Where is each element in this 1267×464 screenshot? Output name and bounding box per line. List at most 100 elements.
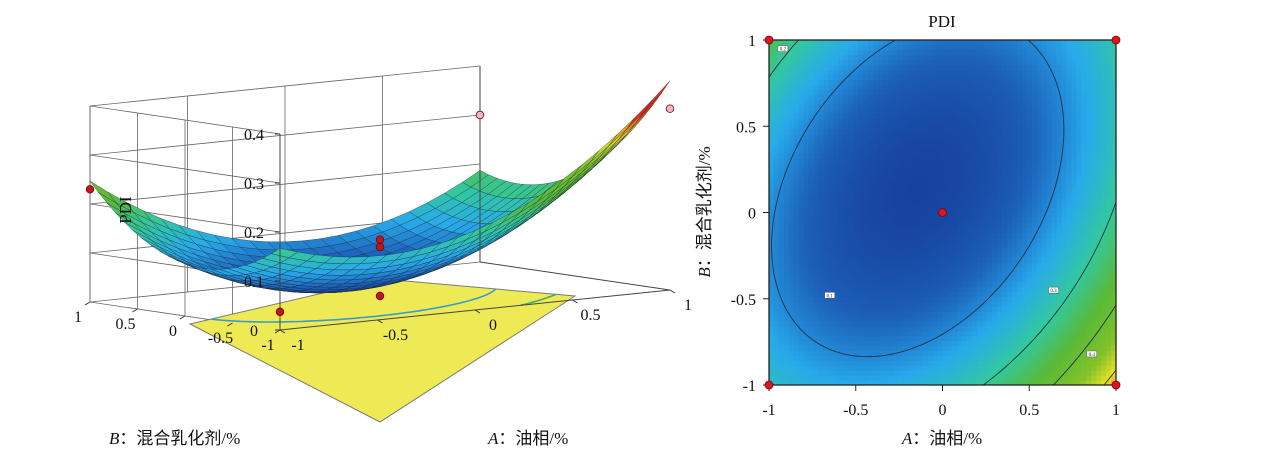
- heat-cell: [883, 340, 889, 347]
- heat-cell: [798, 261, 805, 268]
- heat-cell: [892, 311, 899, 317]
- heat-cell: [1026, 109, 1033, 115]
- heat-cell: [1011, 256, 1018, 263]
- heat-cell: [773, 227, 780, 233]
- heat-cell: [788, 271, 795, 278]
- heat-cell: [1061, 163, 1068, 169]
- heat-cell: [798, 187, 805, 194]
- heat-cell: [878, 79, 884, 85]
- heat-cell: [972, 49, 978, 56]
- heat-cell: [912, 380, 919, 385]
- heat-cell: [838, 380, 844, 385]
- heat-cell: [897, 222, 904, 228]
- heat-cell: [1056, 325, 1063, 332]
- heat-cell: [887, 59, 894, 66]
- heat-cell: [858, 237, 864, 243]
- heat-cell: [892, 89, 899, 95]
- heat-cell: [1056, 286, 1063, 292]
- heat-cell: [892, 118, 899, 125]
- heat-cell: [957, 123, 963, 130]
- heat-cell: [997, 133, 1003, 140]
- heat-cell: [823, 49, 830, 56]
- heat-cell: [833, 320, 839, 327]
- heat-cell: [907, 40, 914, 46]
- heat-cell: [1041, 207, 1048, 214]
- heat-cell: [1061, 118, 1068, 125]
- heat-cell: [843, 301, 849, 307]
- heat-cell: [962, 355, 968, 361]
- heat-cell: [987, 296, 993, 302]
- heat-cell: [788, 355, 795, 361]
- heat-cell: [793, 360, 800, 366]
- heat-cell: [858, 44, 864, 51]
- heat-cell: [977, 276, 983, 283]
- heat-cell: [883, 40, 889, 46]
- heat-cell: [902, 89, 909, 95]
- heat-cell: [922, 311, 929, 317]
- heat-cell: [952, 109, 958, 115]
- heat-cell: [917, 202, 924, 209]
- heat-cell: [843, 64, 849, 71]
- heat-cell: [897, 153, 904, 159]
- heat-cell: [848, 133, 854, 140]
- heat-cell: [947, 84, 954, 90]
- heat-cell: [947, 158, 954, 164]
- heat-cell: [873, 232, 879, 238]
- heat-cell: [887, 251, 894, 258]
- heat-cell: [853, 59, 859, 66]
- heat-cell: [1081, 370, 1087, 376]
- heat-cell: [942, 360, 949, 366]
- heat-cell: [1021, 99, 1028, 105]
- heat-cell: [833, 311, 839, 317]
- heat-cell: [818, 276, 825, 283]
- heat-cell: [902, 84, 909, 90]
- heat-cell: [1051, 128, 1058, 135]
- heat-cell: [977, 113, 983, 120]
- heat-cell: [902, 271, 909, 278]
- heat-cell: [967, 316, 973, 322]
- heat-cell: [833, 104, 839, 110]
- heat-cell: [927, 237, 934, 243]
- heat-cell: [1006, 286, 1013, 292]
- heat-cell: [843, 104, 849, 110]
- heat-cell: [927, 360, 934, 366]
- heat-cell: [897, 320, 904, 327]
- heat-cell: [962, 232, 968, 238]
- heat-cell: [887, 296, 894, 302]
- heat-cell: [818, 237, 825, 243]
- heat-cell: [858, 286, 864, 292]
- heat-cell: [1016, 340, 1023, 347]
- heat-cell: [1056, 192, 1063, 199]
- heat-cell: [848, 340, 854, 347]
- heat-cell: [1006, 330, 1013, 337]
- heat-cell: [1026, 143, 1033, 150]
- heat-cell: [922, 168, 929, 174]
- heat-cell: [957, 69, 963, 76]
- heat-cell: [937, 59, 944, 66]
- heat-cell: [932, 256, 939, 263]
- heat-cell: [769, 222, 775, 228]
- heat-cell: [952, 197, 958, 204]
- heat-cell: [833, 158, 839, 164]
- heat-cell: [838, 187, 844, 194]
- heat-cell: [828, 54, 835, 61]
- heat-cell: [907, 187, 914, 194]
- heat-cell: [778, 335, 785, 342]
- heat-cell: [833, 261, 839, 268]
- heat-cell: [942, 380, 949, 385]
- heat-cell: [818, 54, 825, 61]
- heat-cell: [1021, 301, 1028, 307]
- heat-cell: [873, 335, 879, 342]
- heat-cell: [887, 173, 894, 179]
- heat-cell: [992, 207, 998, 214]
- heat-cell: [1041, 306, 1048, 312]
- heat-cell: [952, 271, 958, 278]
- heat-cell: [1016, 256, 1023, 263]
- heat-cell: [1046, 370, 1053, 376]
- heat-cell: [1006, 242, 1013, 248]
- heat-cell: [843, 168, 849, 174]
- heat-cell: [922, 247, 929, 253]
- heat-cell: [972, 94, 978, 100]
- heat-cell: [1006, 123, 1013, 130]
- heat-cell: [1071, 311, 1077, 317]
